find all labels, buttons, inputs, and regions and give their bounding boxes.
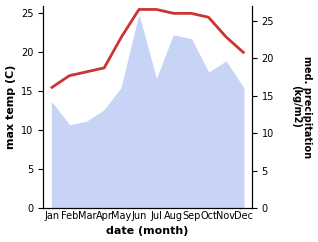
- Y-axis label: med. precipitation
(kg/m2): med. precipitation (kg/m2): [291, 56, 313, 158]
- X-axis label: date (month): date (month): [107, 227, 189, 236]
- Y-axis label: max temp (C): max temp (C): [5, 65, 16, 149]
